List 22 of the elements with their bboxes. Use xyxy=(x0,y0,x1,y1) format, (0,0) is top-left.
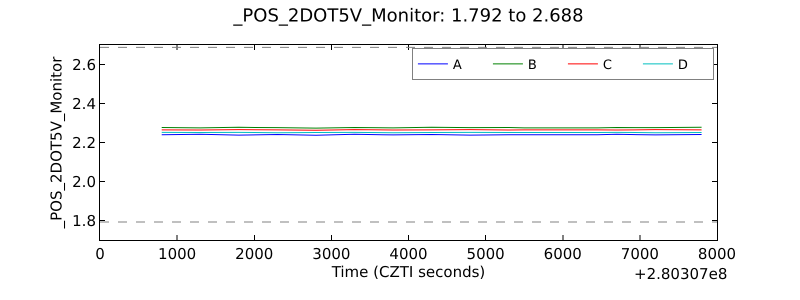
x-tick-label: 1000 xyxy=(158,245,196,263)
y-tick-label: 2.4 xyxy=(72,94,96,113)
x-tick-label: 2000 xyxy=(235,245,274,263)
legend-label: D xyxy=(678,58,688,73)
x-tick-label: 4000 xyxy=(389,245,428,263)
y-tick-label: 1.8 xyxy=(72,212,96,230)
x-tick-label: 3000 xyxy=(312,245,350,263)
chart-title: _POS_2DOT5V_Monitor: 1.792 to 2.688 xyxy=(232,6,584,27)
x-tick-label: 8000 xyxy=(698,245,736,263)
y-tick-label: 2.2 xyxy=(72,134,96,152)
y-axis-title: _POS_2DOT5V_Monitor xyxy=(47,56,66,230)
x-tick-label: 0 xyxy=(95,245,105,263)
x-axis-title: Time (CZTI seconds) xyxy=(330,263,486,281)
x-tick-label: 6000 xyxy=(544,245,582,263)
x-tick-label: 5000 xyxy=(466,245,505,263)
legend-label: C xyxy=(602,58,612,73)
legend-label: B xyxy=(528,58,537,73)
legend-label: A xyxy=(452,58,462,73)
text: +2.80307e8 xyxy=(634,265,728,283)
x-tick-label: 7000 xyxy=(620,245,659,263)
y-tick-label: 2.6 xyxy=(72,56,96,74)
y-tick-label: 2.0 xyxy=(72,172,96,191)
